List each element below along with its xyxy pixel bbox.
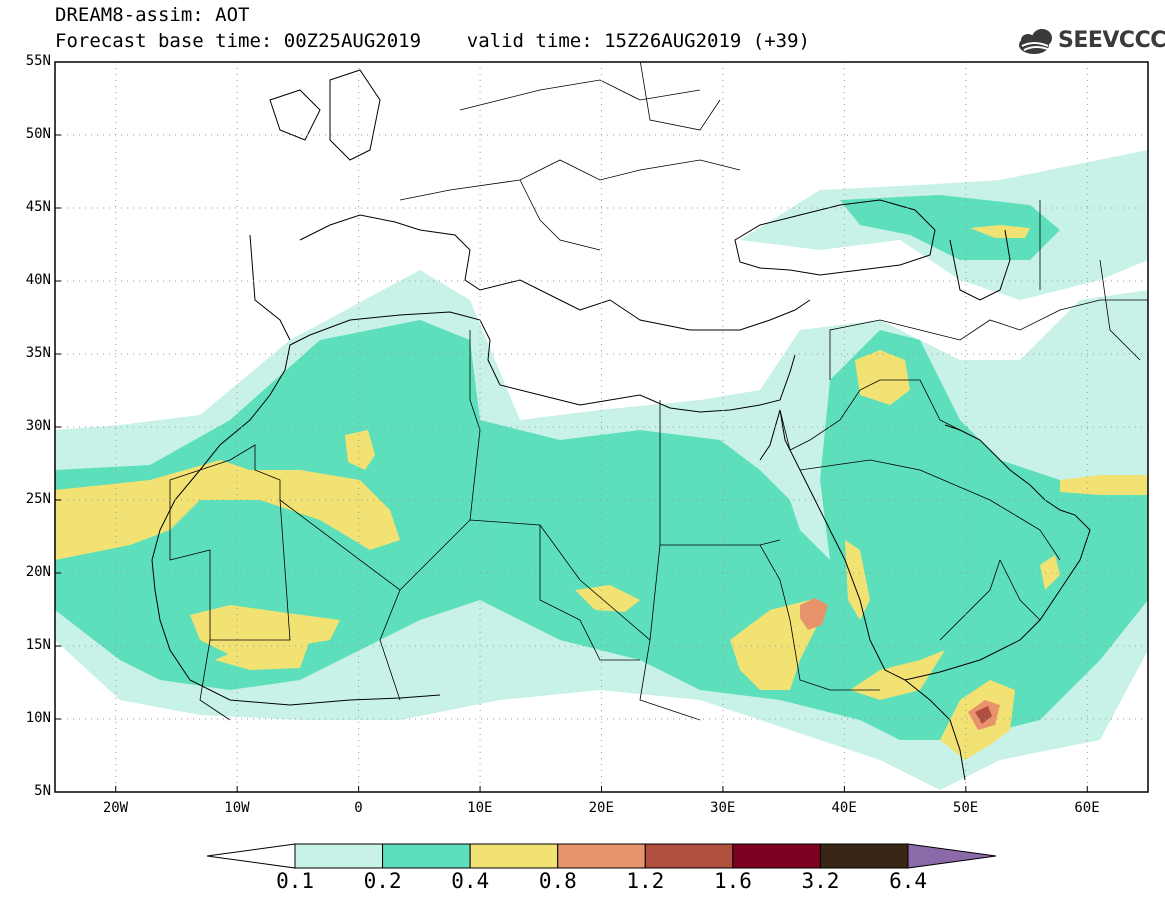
lon-tick-label: 10W [224, 800, 250, 816]
lat-tick-label: 20N [25, 564, 51, 580]
lat-tick-label: 35N [25, 345, 51, 361]
forecast-time-line: Forecast base time: 00Z25AUG2019 valid t… [55, 30, 810, 52]
lat-tick-label: 15N [25, 637, 51, 653]
lon-tick-label: 50E [952, 800, 979, 816]
lat-tick-label: 40N [25, 272, 51, 288]
axis-ticks [55, 61, 1088, 793]
logo-text: SEEVCCC [1058, 28, 1165, 53]
colorbar-swatch [469, 843, 559, 869]
colorbar-swatch [294, 843, 384, 869]
colorbar-level-label: 0.8 [538, 869, 577, 893]
lat-tick-label: 10N [25, 710, 51, 726]
colorbar [206, 843, 997, 869]
lat-tick-label: 30N [25, 418, 51, 434]
aot-band-1.2-1.6 [975, 706, 992, 724]
lon-tick-label: 40E [831, 800, 857, 816]
colorbar-swatch [382, 843, 471, 869]
lat-tick-label: 50N [25, 126, 51, 142]
lat-tick-label: 45N [25, 199, 51, 215]
lon-tick-label: 20W [102, 800, 129, 816]
colorbar-over-triangle [907, 843, 997, 869]
lon-tick-label: 10E [467, 800, 493, 816]
aot-map [54, 61, 1149, 793]
colorbar-level-label: 0.2 [363, 869, 402, 893]
chart-title: DREAM8-assim: AOT [55, 4, 250, 26]
lon-tick-label: 20E [588, 800, 614, 816]
colorbar-level-label: 1.6 [713, 869, 752, 893]
colorbar-swatch [732, 843, 821, 869]
lon-tick-label: 0 [354, 800, 363, 816]
colorbar-level-label: 0.1 [276, 869, 315, 893]
colorbar-level-label: 0.4 [451, 869, 490, 893]
colorbar-under-triangle [206, 843, 296, 869]
cloud-icon [1019, 29, 1052, 54]
coastlines [151, 69, 1091, 781]
colorbar-level-label: 3.2 [801, 869, 840, 893]
lat-tick-label: 25N [25, 491, 51, 507]
country-borders [169, 62, 1148, 721]
lat-tick-label: 55N [25, 53, 51, 69]
lat-tick-label: 5N [34, 783, 51, 799]
colorbar-level-label: 1.2 [626, 869, 665, 893]
aot-band-0.4-0.8 [55, 225, 1148, 760]
colorbar-swatch [557, 843, 646, 869]
colorbar-swatch [644, 843, 734, 869]
colorbar-level-label: 6.4 [889, 869, 928, 893]
lon-tick-label: 60E [1074, 800, 1100, 816]
lon-tick-label: 30E [710, 800, 736, 816]
grid-lines [55, 62, 1148, 792]
colorbar-swatch [819, 843, 909, 869]
